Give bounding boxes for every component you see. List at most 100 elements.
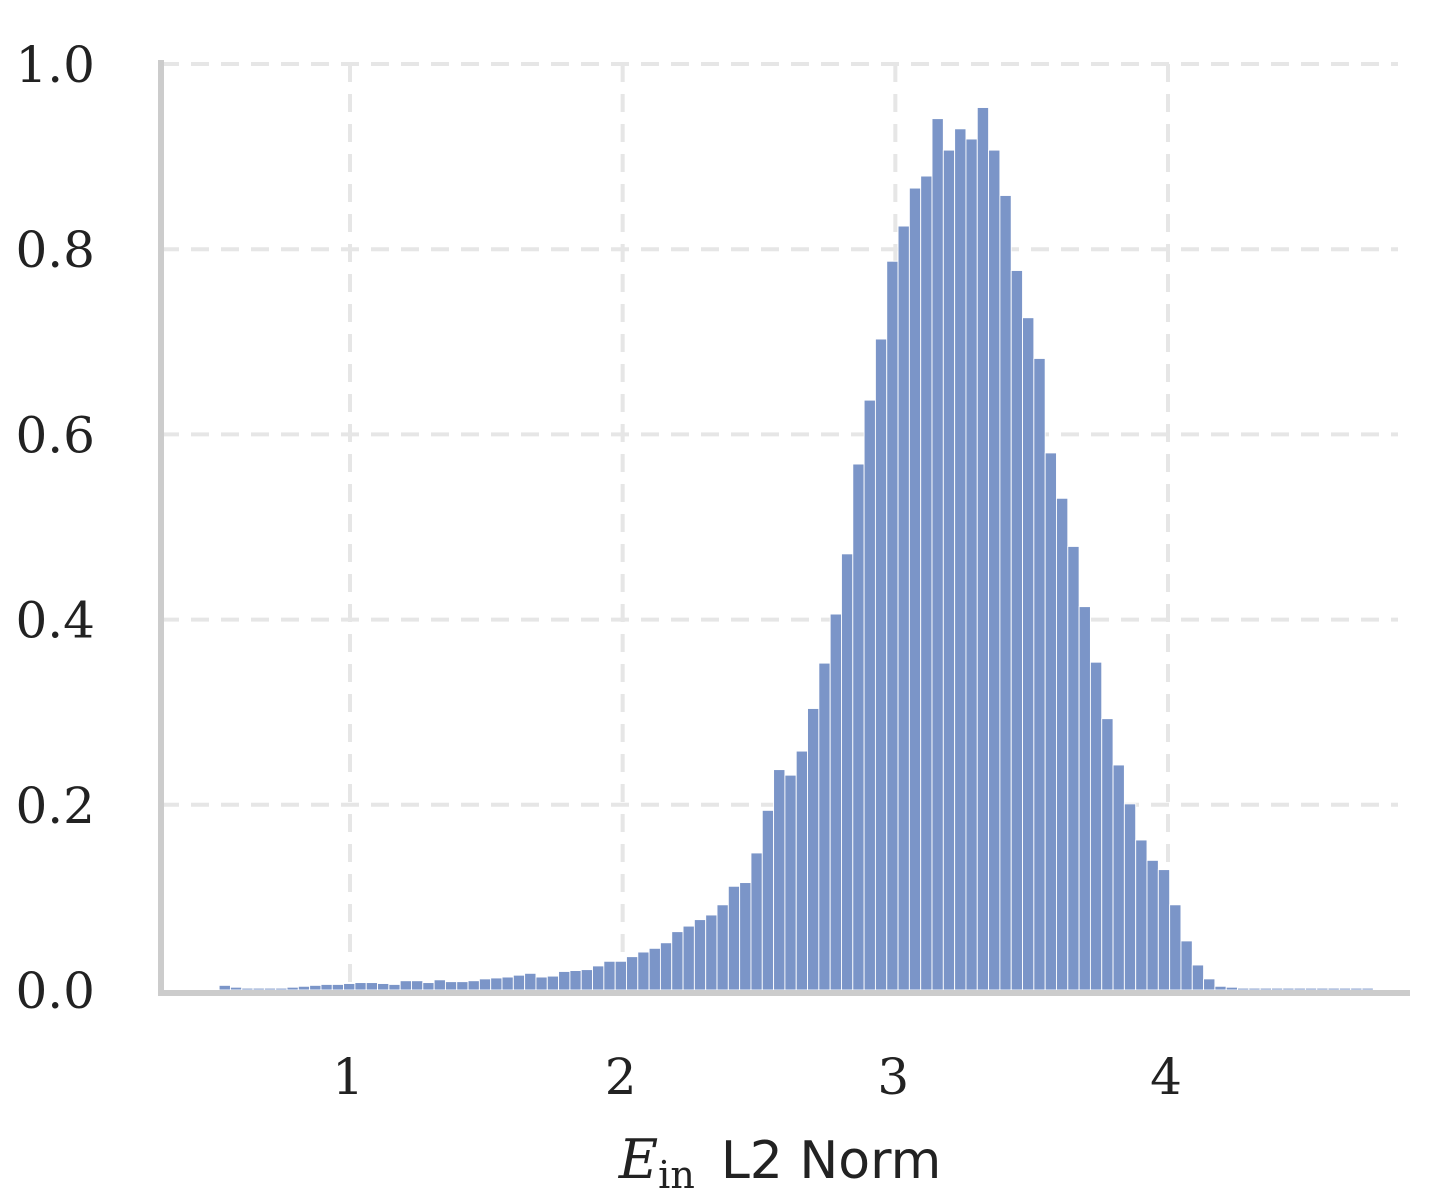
histogram-bar: [1067, 545, 1080, 991]
histogram-bar: [354, 982, 367, 991]
histogram-bar: [626, 956, 639, 991]
histogram-bar: [343, 983, 356, 991]
histogram-bar: [377, 983, 390, 991]
histogram-bar: [1259, 987, 1272, 991]
histogram-bar: [841, 553, 854, 991]
histogram-bar: [1214, 985, 1227, 991]
histogram-bar: [954, 128, 967, 991]
histogram-bar: [467, 980, 480, 991]
histogram-bar: [478, 978, 492, 991]
x-axis-label-subscript: in: [658, 1153, 695, 1194]
histogram-bar: [1191, 964, 1205, 991]
histogram-bar: [320, 983, 333, 991]
histogram-bar: [716, 904, 729, 991]
histogram-bar: [773, 769, 786, 991]
histogram-bar: [1169, 904, 1182, 991]
histogram-bar: [1112, 764, 1125, 991]
histogram-bar: [1180, 940, 1193, 991]
histogram-bar: [750, 852, 763, 991]
histogram-bar: [603, 960, 616, 991]
histogram-bar: [580, 969, 593, 991]
histogram-bar: [1123, 803, 1137, 991]
histogram-bar: [331, 983, 345, 991]
histogram-bar: [931, 118, 944, 991]
histogram-bar: [1022, 317, 1035, 991]
histogram-bar: [682, 925, 695, 991]
histogram-bar: [637, 951, 650, 991]
y-tick-label: 0.0: [15, 962, 95, 1020]
histogram-bar: [818, 662, 831, 991]
histogram-bar: [1304, 987, 1318, 991]
histogram-bar: [727, 885, 741, 991]
x-axis-label-text: L2 Norm: [721, 1131, 941, 1191]
histogram-bar: [569, 970, 582, 991]
histogram-bar: [614, 960, 627, 991]
histogram-bar: [1056, 497, 1069, 991]
histogram-bar: [1044, 452, 1057, 991]
x-tick-label: 2: [605, 1048, 637, 1106]
histogram-bar: [1078, 606, 1091, 991]
histogram-bar: [456, 981, 469, 991]
histogram-bar: [705, 914, 718, 991]
histogram-bar: [942, 149, 956, 991]
histogram-bar: [252, 987, 265, 991]
y-tick-label: 0.4: [15, 592, 95, 650]
histogram-bar: [908, 187, 922, 991]
histogram-bar: [411, 980, 424, 991]
y-tick-labels: 0.0 0.2 0.4 0.6 0.8 1.0: [15, 36, 95, 1020]
grid: [161, 62, 1398, 990]
histogram-bar: [1203, 978, 1216, 991]
histogram-bar: [920, 175, 933, 991]
histogram-bar: [263, 987, 277, 991]
histogram-bar: [433, 979, 446, 991]
histogram-bar: [1316, 987, 1329, 991]
histogram-bar: [286, 986, 299, 991]
histogram-bar: [648, 947, 661, 991]
histogram-bar: [693, 919, 707, 991]
histogram-bar: [1361, 987, 1374, 991]
histogram-bar: [886, 260, 899, 991]
histogram-bar: [671, 931, 684, 991]
histogram-bar: [1010, 270, 1023, 991]
histogram-bar: [275, 987, 288, 991]
histogram-bar: [365, 982, 378, 991]
histogram-bar: [1327, 987, 1340, 991]
histogram-bar: [309, 984, 322, 991]
histogram-bar: [795, 750, 808, 991]
x-tick-labels: 1 2 3 4: [332, 1048, 1182, 1106]
histogram-bar: [829, 613, 842, 991]
histogram-bar: [1350, 987, 1363, 991]
histogram-bar: [761, 809, 775, 991]
y-tick-label: 0.8: [15, 221, 95, 279]
histogram-bar: [512, 974, 526, 991]
histogram-bar: [388, 983, 401, 991]
histogram-bar: [229, 986, 243, 991]
histogram-bar: [546, 975, 560, 991]
histogram-bar: [1237, 987, 1250, 991]
y-tick-label: 1.0: [15, 36, 95, 94]
histogram-bar: [852, 463, 865, 991]
histogram-bar: [1135, 839, 1148, 991]
histogram-bar: [988, 149, 1001, 991]
histogram-bar: [784, 774, 797, 991]
histogram-bar: [297, 985, 311, 991]
y-tick-label: 0.6: [15, 406, 95, 464]
histogram-bar: [1282, 987, 1295, 991]
histogram-bar: [1338, 987, 1352, 991]
histogram-bar: [863, 399, 876, 991]
histogram-bar: [501, 976, 514, 991]
x-tick-label: 4: [1150, 1048, 1182, 1106]
histogram-bar: [592, 965, 605, 991]
histogram-bar: [399, 980, 412, 991]
histogram-bar: [218, 984, 231, 991]
histogram-bar: [1101, 718, 1114, 991]
histogram-bar: [524, 972, 537, 991]
histogram-bar: [874, 338, 888, 991]
histogram-bar: [444, 981, 458, 991]
histogram-bar: [1271, 987, 1284, 991]
histogram-bar: [558, 971, 571, 991]
histogram-bar: [1089, 661, 1103, 991]
x-axis-label: Ein L2 Norm: [618, 1128, 941, 1194]
y-tick-label: 0.2: [15, 777, 95, 835]
